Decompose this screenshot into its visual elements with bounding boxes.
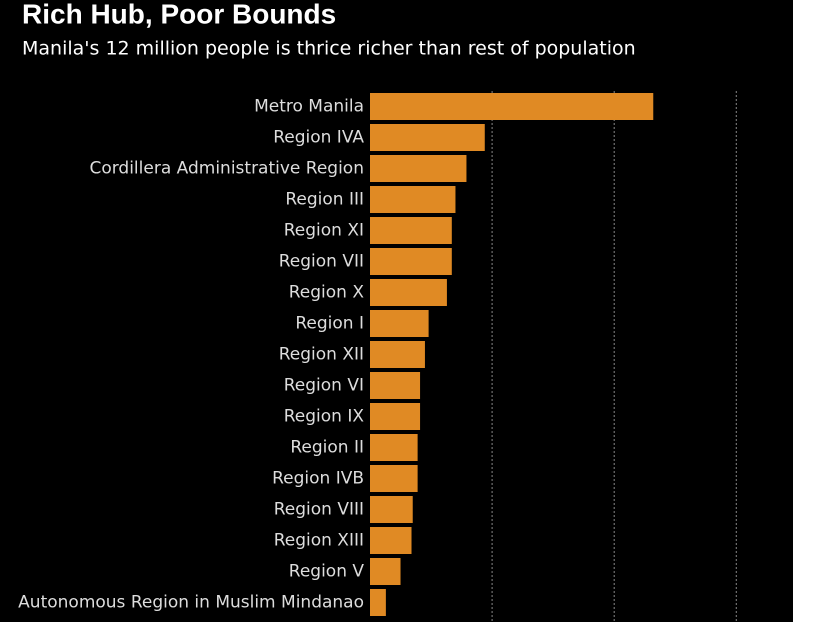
bar	[370, 527, 412, 554]
bar	[370, 403, 421, 430]
y-tick-label: Region IX	[284, 407, 365, 427]
y-tick-label: Region XII	[279, 345, 364, 365]
bar	[370, 372, 421, 399]
bar	[370, 155, 467, 182]
y-tick-label: Region IVA	[273, 128, 364, 148]
bar	[370, 124, 485, 151]
bar	[370, 186, 456, 213]
y-tick-label: Cordillera Administrative Region	[89, 159, 364, 179]
y-tick-label: Region V	[289, 562, 365, 582]
bar	[370, 558, 401, 585]
y-tick-label: Region XIII	[274, 531, 364, 551]
y-tick-label: Region I	[295, 314, 364, 334]
y-tick-label: Autonomous Region in Muslim Mindanao	[18, 593, 364, 613]
y-tick-label: Metro Manila	[254, 97, 364, 117]
bar	[370, 217, 452, 244]
y-tick-label: Region X	[289, 283, 365, 303]
bar	[370, 279, 447, 306]
y-tick-label: Region VII	[279, 252, 364, 272]
chart-title: Rich Hub, Poor Bounds	[22, 0, 336, 29]
y-tick-label: Region XI	[284, 221, 364, 241]
y-tick-label: Region IVB	[272, 469, 364, 489]
bar	[370, 496, 413, 523]
y-tick-label: Region III	[285, 190, 364, 210]
bar	[370, 310, 429, 337]
y-tick-label: Region II	[290, 438, 364, 458]
bar	[370, 434, 418, 461]
bar	[370, 465, 418, 492]
bar	[370, 589, 386, 616]
bar	[370, 248, 452, 275]
bar	[370, 341, 425, 368]
bar	[370, 93, 654, 120]
y-tick-label: Region VIII	[274, 500, 364, 520]
y-tick-label: Region VI	[284, 376, 364, 396]
chart-subtitle: Manila's 12 million people is thrice ric…	[22, 38, 636, 60]
